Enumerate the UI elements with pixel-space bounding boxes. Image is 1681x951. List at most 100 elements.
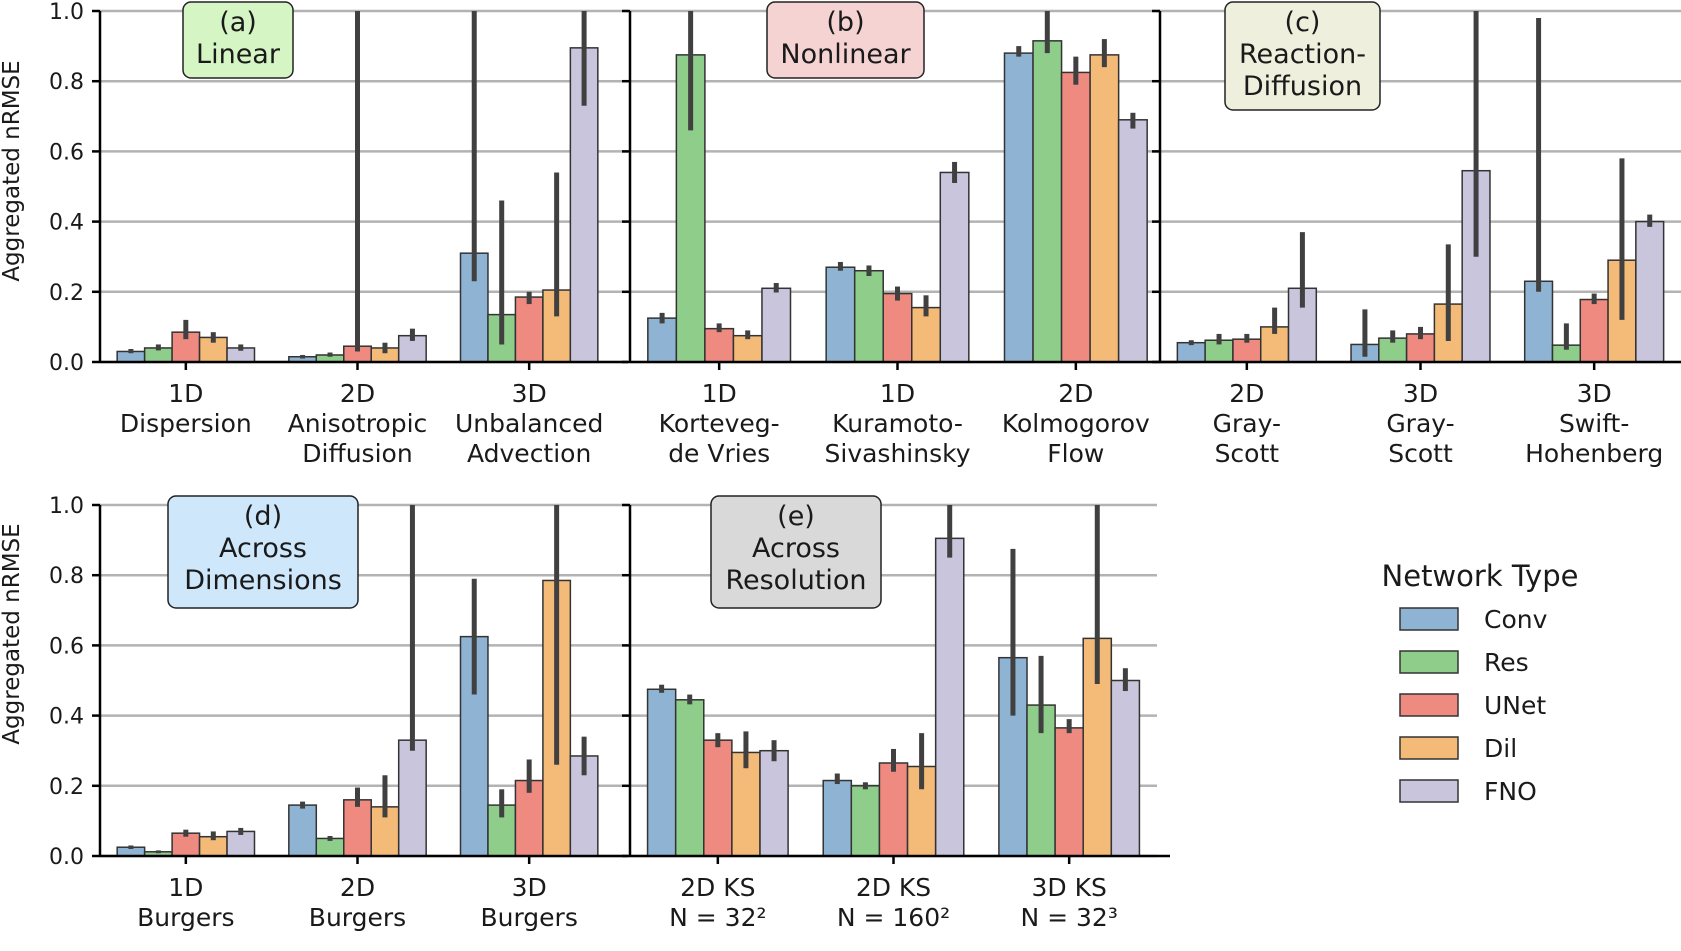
- legend-entry-conv: Conv: [1399, 605, 1548, 634]
- bar-b-res-1: [853, 269, 884, 363]
- x-tick-label: Kolmogorov: [1002, 409, 1150, 438]
- y-tick-label: 0.6: [49, 140, 84, 165]
- x-tick-label: 2D: [340, 379, 375, 408]
- legend-entry-dil: Dil: [1399, 734, 1517, 763]
- panel-badge-text: Resolution: [725, 565, 866, 596]
- legend-swatch-dil: [1399, 736, 1459, 760]
- x-tick-label: 2D: [340, 873, 375, 902]
- ylabel-bottom: Aggregated nRMSE: [0, 523, 25, 744]
- legend-label-fno: FNO: [1484, 777, 1537, 806]
- panel-badge-d: [167, 495, 359, 609]
- legend-label-res: Res: [1484, 648, 1529, 677]
- bar-c-conv-2: [1523, 280, 1554, 363]
- bar-a-unet-2: [514, 296, 544, 363]
- bar-e-conv-0: [646, 688, 677, 857]
- x-tick-label: de Vries: [668, 439, 770, 468]
- panel-badge-text: Nonlinear: [780, 39, 911, 70]
- legend-title: Network Type: [1382, 559, 1579, 593]
- x-tick-label: Anisotropic: [288, 409, 428, 438]
- bar-b-dil-0: [732, 334, 763, 363]
- bar-b-unet-2: [1060, 71, 1091, 363]
- bar-e-res-1: [850, 785, 881, 857]
- y-tick-label: 0.0: [49, 351, 84, 376]
- bar-e-fno-0: [759, 749, 789, 857]
- y-tick-label: 1.0: [49, 494, 84, 519]
- x-tick-label: Korteveg-: [659, 409, 780, 438]
- x-tick-label: 3D: [1403, 379, 1438, 408]
- panel-d: 0.00.20.40.60.81.01DBurgers2DBurgers3DBu…: [49, 494, 628, 932]
- y-tick-label: 0.4: [49, 211, 84, 236]
- x-tick-label: Flow: [1047, 439, 1104, 468]
- legend-entry-fno: FNO: [1399, 777, 1537, 806]
- x-tick-label: Kuramoto-: [832, 409, 963, 438]
- y-tick-label: 0.0: [49, 845, 84, 870]
- x-tick-label: Advection: [467, 439, 591, 468]
- y-tick-label: 1.0: [49, 0, 84, 25]
- panel-badge-text: (c): [1285, 7, 1321, 38]
- x-tick-label: 3D: [512, 873, 547, 902]
- bar-d-fno-1: [397, 739, 427, 857]
- panel-badge-e: [710, 495, 882, 609]
- bar-b-fno-1: [939, 171, 970, 363]
- x-tick-label: Scott: [1215, 439, 1280, 468]
- x-tick-label: 1D: [168, 379, 203, 408]
- legend-label-dil: Dil: [1484, 734, 1517, 763]
- panel-badge-text: Reaction-: [1239, 39, 1366, 70]
- bar-e-fno-1: [934, 537, 965, 857]
- bar-b-dil-2: [1089, 54, 1120, 363]
- y-tick-label: 0.8: [49, 70, 84, 95]
- legend: Network Type Conv Res UNet Dil FNO: [1382, 559, 1579, 806]
- x-tick-label: 2D: [1058, 379, 1093, 408]
- bar-c-conv-0: [1176, 341, 1206, 363]
- x-tick-label: N = 32³: [1020, 903, 1117, 932]
- x-tick-label: 3D: [1577, 379, 1612, 408]
- bar-b-conv-1: [825, 266, 856, 363]
- bar-d-conv-1: [288, 804, 318, 857]
- x-tick-label: Swift-: [1559, 409, 1629, 438]
- bar-e-res-0: [674, 699, 705, 857]
- legend-swatch-conv: [1399, 607, 1459, 631]
- panel-badge-text: Dimensions: [184, 565, 342, 596]
- legend-label-unet: UNet: [1484, 691, 1546, 720]
- bar-e-unet-1: [878, 762, 909, 857]
- panel-badge-text: Diffusion: [1243, 71, 1362, 102]
- bar-b-fno-0: [761, 287, 792, 363]
- y-tick-label: 0.2: [49, 775, 84, 800]
- x-tick-label: 1D: [702, 379, 737, 408]
- x-tick-label: 1D: [168, 873, 203, 902]
- x-tick-label: Burgers: [480, 903, 577, 932]
- bar-d-fno-0: [226, 830, 256, 857]
- y-tick-label: 0.8: [49, 564, 84, 589]
- bar-e-dil-0: [731, 751, 761, 857]
- bar-e-fno-2: [1110, 679, 1141, 857]
- bar-c-unet-2: [1579, 298, 1609, 363]
- y-tick-label: 0.6: [49, 634, 84, 659]
- x-tick-label: 2D KS: [856, 873, 931, 902]
- panel-c: 2DGray-Scott3DGray-Scott3DSwift-Hohenber…: [1152, 1, 1681, 468]
- x-tick-label: Diffusion: [302, 439, 412, 468]
- x-tick-label: Sivashinsky: [825, 439, 971, 468]
- legend-swatch-res: [1399, 650, 1459, 674]
- bar-b-conv-2: [1003, 52, 1034, 363]
- panel-badge-c: [1224, 1, 1381, 111]
- bar-e-unet-2: [1054, 727, 1084, 857]
- legend-label-conv: Conv: [1484, 605, 1548, 634]
- x-tick-label: 3D KS: [1031, 873, 1106, 902]
- bar-e-unet-0: [703, 739, 733, 857]
- panel-badge-text: (a): [219, 7, 257, 38]
- panel-badge-text: (d): [244, 501, 282, 532]
- bar-d-res-1: [315, 837, 345, 857]
- bar-b-conv-0: [647, 317, 678, 363]
- x-tick-label: 2D: [1229, 379, 1264, 408]
- x-tick-label: Gray-: [1386, 409, 1454, 438]
- panel-badge-text: (b): [826, 7, 864, 38]
- panel-badge-text: Across: [219, 533, 307, 564]
- x-tick-label: Burgers: [309, 903, 406, 932]
- panel-badge-b: [766, 1, 925, 79]
- x-tick-label: Burgers: [137, 903, 234, 932]
- x-tick-label: Scott: [1388, 439, 1453, 468]
- x-tick-label: Hohenberg: [1525, 439, 1663, 468]
